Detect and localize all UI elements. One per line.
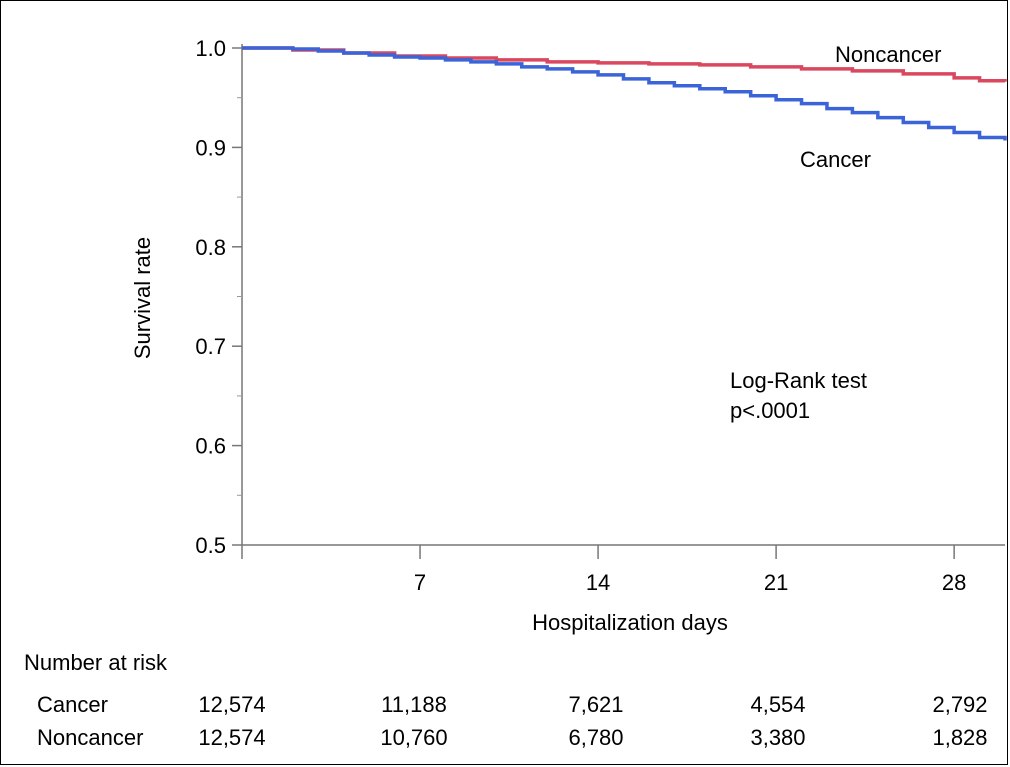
risk-table-header: Number at risk bbox=[24, 650, 168, 675]
y-tick-label: 0.8 bbox=[195, 235, 226, 260]
x-axis-label: Hospitalization days bbox=[532, 610, 728, 635]
y-axis-label: Survival rate bbox=[130, 237, 155, 359]
risk-cell: 11,188 bbox=[381, 692, 447, 717]
risk-cell: 1,828 bbox=[932, 725, 988, 750]
risk-cell: 7,621 bbox=[568, 692, 624, 717]
y-tick-label: 0.7 bbox=[195, 334, 226, 359]
axes: 0.5 0.6 0.7 0.8 0.9 1.0 7 14 21 28 bbox=[195, 36, 1005, 595]
x-tick-label: 14 bbox=[586, 570, 610, 595]
series-label-noncancer: Noncancer bbox=[835, 42, 941, 67]
risk-cell: 4,554 bbox=[750, 692, 806, 717]
x-tick-label: 7 bbox=[414, 570, 426, 595]
series-layer bbox=[242, 46, 1007, 141]
pvalue-annotation: p<.0001 bbox=[730, 398, 810, 423]
x-tick-label: 28 bbox=[942, 570, 966, 595]
y-tick-label: 0.6 bbox=[195, 434, 226, 459]
risk-row-label: Cancer bbox=[37, 692, 108, 717]
series-label-cancer: Cancer bbox=[800, 147, 871, 172]
y-tick-label: 1.0 bbox=[195, 36, 226, 61]
risk-cell: 6,780 bbox=[568, 725, 624, 750]
risk-cell: 3,380 bbox=[750, 725, 806, 750]
y-tick-label: 0.5 bbox=[195, 533, 226, 558]
risk-cell: 12,574 bbox=[198, 725, 266, 750]
risk-cell: 2,792 bbox=[932, 692, 988, 717]
x-tick-label: 21 bbox=[764, 570, 788, 595]
y-tick-label: 0.9 bbox=[195, 135, 226, 160]
risk-cell: 12,574 bbox=[198, 692, 266, 717]
risk-row-label: Noncancer bbox=[37, 725, 144, 750]
logrank-annotation: Log-Rank test bbox=[730, 368, 867, 393]
risk-cell: 10,760 bbox=[380, 725, 448, 750]
series-line-cancer bbox=[242, 46, 1007, 141]
